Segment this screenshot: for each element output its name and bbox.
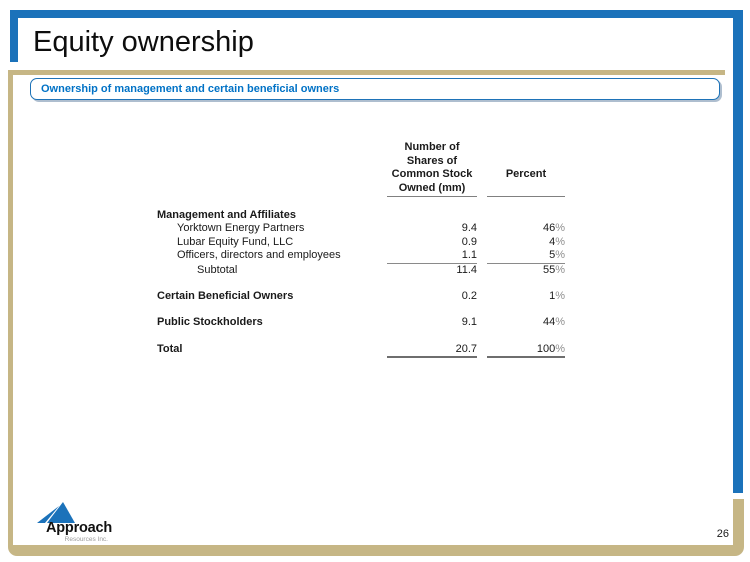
page-title: Equity ownership bbox=[33, 26, 254, 58]
mountain-swoosh-icon bbox=[37, 502, 75, 523]
table-header-row: Number of Shares of Common Stock Owned (… bbox=[157, 141, 565, 197]
top-accent-bar bbox=[10, 10, 743, 18]
table-row: Yorktown Energy Partners 9.4 46% bbox=[177, 222, 565, 235]
content-frame-left-bar bbox=[8, 70, 13, 545]
logo-company-name: Approach bbox=[46, 520, 113, 536]
content-frame-right-bar bbox=[733, 499, 744, 545]
right-accent-bar bbox=[733, 10, 743, 493]
table-row: Certain Beneficial Owners 0.2 1% bbox=[157, 290, 565, 303]
ownership-table: Number of Shares of Common Stock Owned (… bbox=[157, 141, 565, 359]
content-frame-top-bar bbox=[8, 70, 725, 75]
table-row: Management and Affiliates bbox=[157, 209, 296, 221]
section-header-label: Ownership of management and certain bene… bbox=[41, 83, 340, 95]
logo-company-subtitle: Resources Inc. bbox=[64, 536, 108, 543]
company-logo: Approach Resources Inc. bbox=[37, 501, 112, 543]
table-row-subtotal: Subtotal 11.4 55% bbox=[197, 263, 565, 276]
table-row: Officers, directors and employees 1.1 5% bbox=[157, 249, 565, 264]
table-row-total: Total 20.7 100% bbox=[157, 343, 565, 359]
column-header-shares: Number of Shares of Common Stock Owned (… bbox=[387, 141, 477, 197]
content-frame-bottom-bar bbox=[8, 545, 744, 556]
title-accent-bar bbox=[10, 10, 18, 62]
table-row: Public Stockholders 9.1 44% bbox=[157, 316, 565, 329]
page-number: 26 bbox=[716, 528, 729, 540]
table-row: Lubar Equity Fund, LLC 0.9 4% bbox=[177, 235, 565, 248]
section-header-box: Ownership of management and certain bene… bbox=[30, 78, 720, 100]
column-header-percent: Percent bbox=[487, 141, 565, 197]
table-body: Management and Affiliates Yorktown Energ… bbox=[157, 209, 565, 359]
